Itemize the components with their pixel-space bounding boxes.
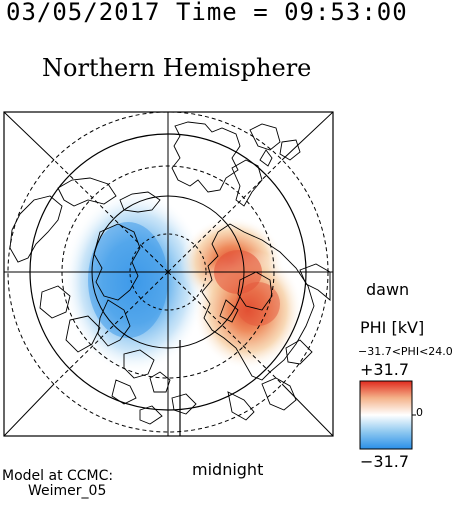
- model-credit-line1: Model at CCMC:: [2, 468, 114, 484]
- model-credit-line2: Weimer_05: [28, 483, 107, 499]
- timestamp: 03/05/2017 Time = 09:53:00: [6, 0, 408, 26]
- meridians: [4, 112, 333, 436]
- colorbar-min-label: −31.7: [360, 452, 410, 471]
- colorbar-range: −31.7<PHI<24.0: [358, 345, 453, 358]
- colorbar-max-label: +31.7: [360, 360, 410, 379]
- positive-potential-cell: [180, 217, 303, 370]
- dawn-label: dawn: [366, 280, 410, 299]
- colorbar-zero-label: 0: [416, 406, 423, 419]
- colorbar-title: PHI [kV]: [360, 318, 425, 337]
- map-frame: [3, 111, 334, 437]
- model-credit: Model at CCMC: Weimer_05: [2, 469, 113, 499]
- plot-title: Northern Hemisphere: [42, 54, 312, 82]
- colorbar: [359, 380, 413, 450]
- midnight-label: midnight: [192, 460, 264, 479]
